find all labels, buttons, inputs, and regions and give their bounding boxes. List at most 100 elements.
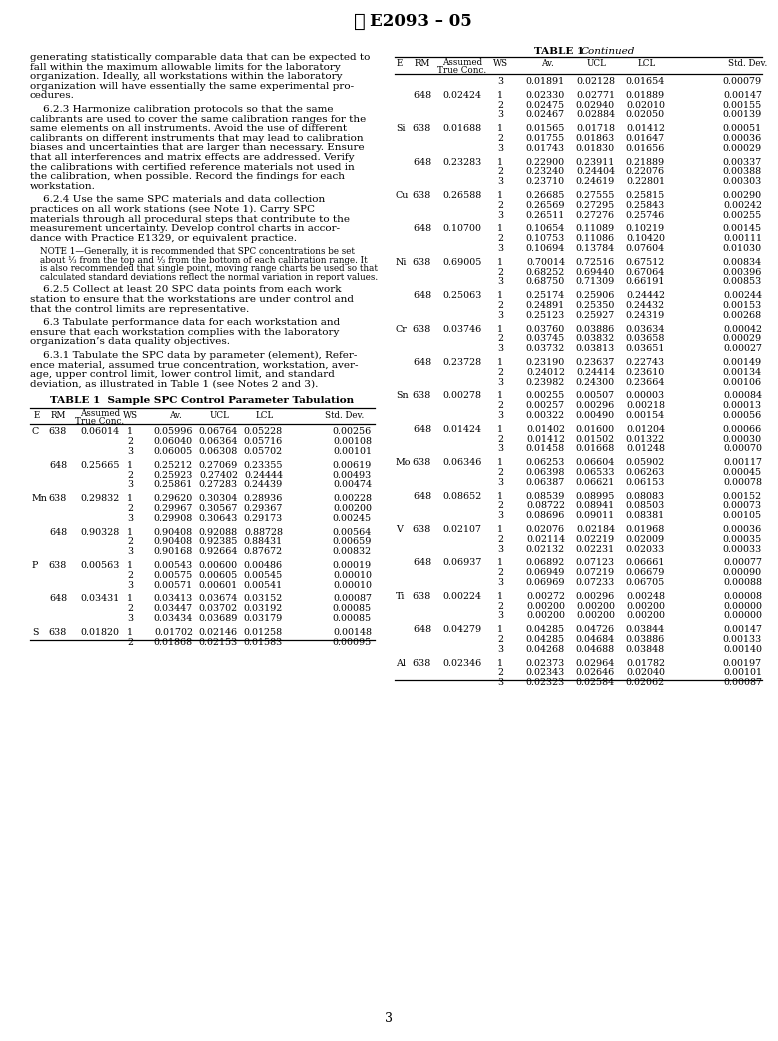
Text: 3: 3 (497, 678, 503, 687)
Text: TABLE 1  Sample SPC Control Parameter Tabulation: TABLE 1 Sample SPC Control Parameter Tab… (51, 397, 355, 405)
Text: 0.00278: 0.00278 (443, 391, 482, 401)
Text: 0.00200: 0.00200 (333, 504, 372, 513)
Text: 0.04726: 0.04726 (576, 626, 615, 634)
Text: 0.00255: 0.00255 (723, 210, 762, 220)
Text: 3: 3 (497, 277, 503, 286)
Text: ensure that each workstation complies with the laboratory: ensure that each workstation complies wi… (30, 328, 339, 337)
Text: 0.00078: 0.00078 (723, 478, 762, 487)
Text: 638: 638 (413, 391, 431, 401)
Text: Av.: Av. (541, 59, 553, 69)
Text: 0.22076: 0.22076 (626, 168, 665, 176)
Text: 0.00145: 0.00145 (723, 225, 762, 233)
Text: 0.00003: 0.00003 (626, 391, 665, 401)
Text: NOTE 1—Generally, it is recommended that SPC concentrations be set: NOTE 1—Generally, it is recommended that… (40, 248, 355, 256)
Text: 0.00245: 0.00245 (333, 514, 372, 523)
Text: 0.05228: 0.05228 (244, 428, 283, 436)
Text: 3: 3 (127, 514, 133, 523)
Text: 3: 3 (497, 244, 503, 253)
Text: 0.10694: 0.10694 (526, 244, 565, 253)
Text: 0.02323: 0.02323 (526, 678, 565, 687)
Text: 0.02010: 0.02010 (626, 101, 665, 109)
Text: 0.02884: 0.02884 (576, 110, 615, 120)
Text: 638: 638 (413, 325, 431, 333)
Text: 0.02231: 0.02231 (576, 544, 615, 554)
Text: 0.00073: 0.00073 (723, 502, 762, 510)
Text: 0.00066: 0.00066 (723, 425, 762, 434)
Text: 0.06308: 0.06308 (198, 447, 238, 456)
Text: 648: 648 (413, 626, 431, 634)
Text: 0.03848: 0.03848 (626, 644, 665, 654)
Text: 2: 2 (127, 537, 133, 547)
Text: 0.01688: 0.01688 (443, 124, 482, 133)
Text: 0.00079: 0.00079 (723, 77, 762, 86)
Text: 0.04285: 0.04285 (526, 635, 565, 644)
Text: 0.07123: 0.07123 (576, 558, 615, 567)
Text: 0.02940: 0.02940 (576, 101, 615, 109)
Text: 0.03745: 0.03745 (526, 334, 565, 344)
Text: 0.05716: 0.05716 (244, 437, 283, 447)
Text: 0.08941: 0.08941 (576, 502, 615, 510)
Text: 0.00337: 0.00337 (723, 157, 762, 167)
Text: 0.01600: 0.01600 (576, 425, 615, 434)
Text: 0.06949: 0.06949 (526, 568, 565, 577)
Text: 0.01718: 0.01718 (576, 124, 615, 133)
Text: 0.28936: 0.28936 (244, 494, 283, 503)
Text: Ni: Ni (396, 258, 408, 266)
Text: 0.23728: 0.23728 (443, 358, 482, 367)
Text: 0.29173: 0.29173 (244, 514, 283, 523)
Text: 0.23982: 0.23982 (526, 378, 565, 386)
Text: 0.00256: 0.00256 (333, 428, 372, 436)
Text: 3: 3 (497, 544, 503, 554)
Text: 0.02964: 0.02964 (576, 659, 615, 667)
Text: 0.06937: 0.06937 (443, 558, 482, 567)
Text: 2: 2 (497, 201, 503, 210)
Text: same elements on all instruments. Avoid the use of different: same elements on all instruments. Avoid … (30, 124, 347, 133)
Text: 0.02373: 0.02373 (526, 659, 565, 667)
Text: 0.08722: 0.08722 (526, 502, 565, 510)
Text: 0.00013: 0.00013 (723, 401, 762, 410)
Text: 0.01654: 0.01654 (626, 77, 665, 86)
Text: is also recommended that single point, moving range charts be used so that: is also recommended that single point, m… (40, 264, 378, 274)
Text: 648: 648 (49, 594, 67, 604)
Text: 3: 3 (497, 144, 503, 153)
Text: 648: 648 (413, 291, 431, 300)
Text: 0.23190: 0.23190 (526, 358, 565, 367)
Text: 2: 2 (127, 437, 133, 447)
Text: 0.00111: 0.00111 (723, 234, 762, 244)
Text: E: E (33, 411, 40, 420)
Text: 0.23710: 0.23710 (526, 177, 565, 186)
Text: biases and uncertainties that are larger than necessary. Ensure: biases and uncertainties that are larger… (30, 144, 365, 152)
Text: 0.00296: 0.00296 (576, 401, 615, 410)
Text: Mo: Mo (396, 458, 412, 467)
Text: 0.26685: 0.26685 (526, 191, 565, 200)
Text: 0.00087: 0.00087 (723, 678, 762, 687)
Text: 0.24439: 0.24439 (244, 480, 283, 489)
Text: 0.29620: 0.29620 (154, 494, 193, 503)
Text: organization’s data quality objectives.: organization’s data quality objectives. (30, 337, 230, 347)
Text: 0.00474: 0.00474 (333, 480, 372, 489)
Text: 0.02467: 0.02467 (526, 110, 565, 120)
Text: 0.00296: 0.00296 (576, 591, 615, 601)
Text: 0.06364: 0.06364 (198, 437, 238, 447)
Text: 0.00019: 0.00019 (333, 561, 372, 570)
Text: 0.69440: 0.69440 (576, 268, 615, 277)
Text: 0.00010: 0.00010 (333, 570, 372, 580)
Text: 0.01755: 0.01755 (526, 134, 565, 143)
Text: 0.05702: 0.05702 (244, 447, 283, 456)
Text: 1: 1 (497, 291, 503, 300)
Text: 0.00200: 0.00200 (626, 611, 665, 620)
Text: 0.06263: 0.06263 (626, 468, 665, 477)
Text: 1: 1 (127, 461, 133, 469)
Text: 0.00108: 0.00108 (333, 437, 372, 447)
Text: 0.25923: 0.25923 (153, 471, 193, 480)
Text: 0.00268: 0.00268 (723, 311, 762, 320)
Text: 0.06604: 0.06604 (576, 458, 615, 467)
Text: 0.03886: 0.03886 (626, 635, 665, 644)
Text: 0.00084: 0.00084 (723, 391, 762, 401)
Text: True Conc.: True Conc. (75, 417, 124, 427)
Text: 0.00200: 0.00200 (526, 602, 565, 611)
Text: 0.25174: 0.25174 (526, 291, 565, 300)
Text: 0.00101: 0.00101 (723, 668, 762, 678)
Text: 6.2.3 Harmonize calibration protocols so that the same: 6.2.3 Harmonize calibration protocols so… (30, 105, 334, 115)
Text: 0.02343: 0.02343 (526, 668, 565, 678)
